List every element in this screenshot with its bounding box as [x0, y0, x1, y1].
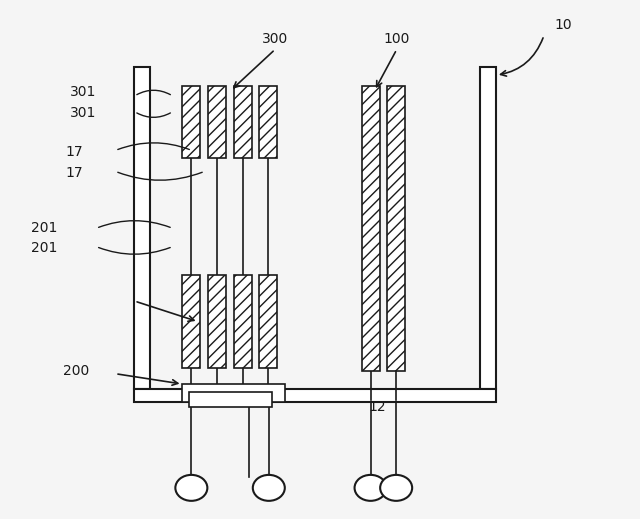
Circle shape [253, 475, 285, 501]
Text: 301: 301 [70, 106, 96, 120]
FancyBboxPatch shape [182, 384, 285, 402]
Text: 300: 300 [262, 32, 289, 46]
FancyBboxPatch shape [234, 275, 252, 368]
FancyBboxPatch shape [208, 275, 226, 368]
Circle shape [355, 475, 387, 501]
FancyBboxPatch shape [387, 86, 405, 371]
FancyBboxPatch shape [259, 86, 277, 158]
Text: 301: 301 [70, 86, 96, 99]
FancyBboxPatch shape [234, 86, 252, 158]
FancyBboxPatch shape [182, 275, 200, 368]
FancyBboxPatch shape [208, 86, 226, 158]
FancyBboxPatch shape [362, 86, 380, 371]
Text: 201: 201 [31, 222, 58, 235]
Circle shape [380, 475, 412, 501]
Text: 201: 201 [31, 241, 58, 255]
Text: 100: 100 [383, 32, 410, 46]
Text: 200: 200 [63, 364, 90, 378]
FancyBboxPatch shape [134, 67, 150, 389]
Text: 10: 10 [554, 18, 572, 32]
Text: 17: 17 [65, 166, 83, 180]
FancyBboxPatch shape [189, 392, 272, 407]
FancyBboxPatch shape [182, 86, 200, 158]
Text: 17: 17 [65, 145, 83, 159]
FancyBboxPatch shape [480, 67, 496, 389]
FancyBboxPatch shape [134, 389, 496, 402]
FancyBboxPatch shape [259, 275, 277, 368]
Text: 12: 12 [369, 401, 387, 414]
Circle shape [175, 475, 207, 501]
